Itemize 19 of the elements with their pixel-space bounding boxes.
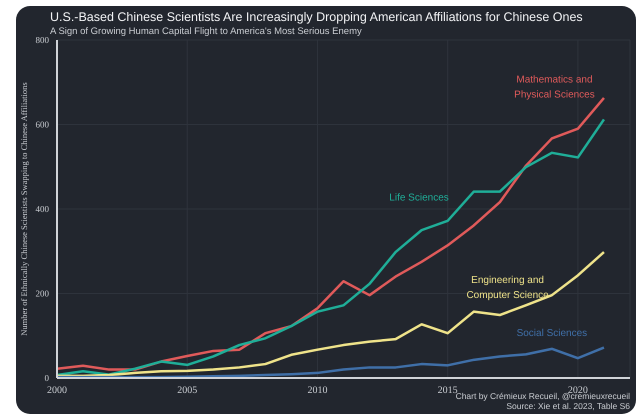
series-label: Mathematics and Physical Sciences [514, 74, 595, 100]
source-note: Source: Xie et al. 2023, Table S6 [505, 401, 630, 411]
y-tick-label: 400 [36, 204, 50, 214]
series-label: Life Sciences [389, 192, 449, 204]
x-tick-label: 2010 [307, 385, 328, 396]
y-tick-label: 800 [36, 35, 50, 46]
x-tick-label: 2005 [177, 385, 198, 396]
chart-title: U.S.-Based Chinese Scientists Are Increasingly Dropping American Affiliations for Chinese Ones [50, 10, 583, 24]
y-tick-label: 0 [44, 373, 50, 384]
x-tick-label: 2000 [47, 385, 67, 396]
line-series [57, 346, 606, 378]
y-tick-label: 600 [36, 120, 50, 130]
chart-subtitle: A Sign of Growing Human Capital Flight to America's Most Serious Enemy [50, 26, 362, 37]
line-series [57, 250, 606, 378]
y-axis-title: Number of Ethnically Chinese Scientists Swapping to Chinese Affiliations [19, 82, 30, 336]
series-label: Social Sciences [516, 328, 588, 339]
y-tick-label: 200 [36, 288, 50, 299]
text: Chart by Crémieux Recueil, @cremieuxrecueil [456, 391, 630, 401]
series-label: Engineering and Computer Science [466, 274, 550, 301]
